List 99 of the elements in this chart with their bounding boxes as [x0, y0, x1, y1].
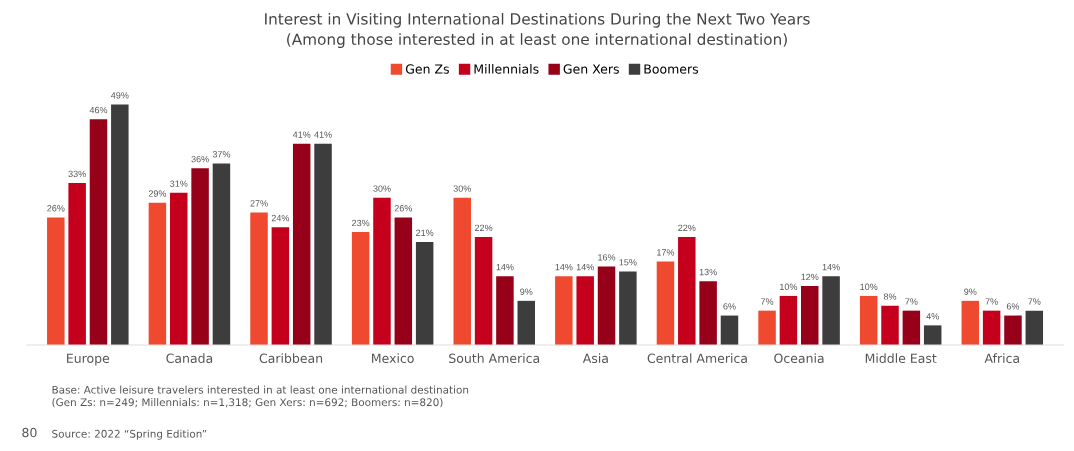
data-label: 6% — [1006, 303, 1020, 310]
bar — [453, 197, 471, 346]
x-tick-label: Oceania — [774, 353, 824, 364]
bar — [496, 276, 514, 346]
data-label: 14% — [822, 263, 840, 271]
bar — [212, 163, 231, 346]
bar — [555, 276, 573, 346]
data-label: 27% — [250, 200, 268, 207]
bar — [250, 212, 268, 346]
bar — [1004, 315, 1022, 346]
legend-label: Millennials — [474, 64, 539, 74]
bar — [111, 104, 129, 346]
data-label: 7% — [1028, 298, 1041, 305]
bar — [779, 295, 798, 346]
data-label: 30% — [373, 185, 391, 192]
bar — [415, 241, 434, 346]
data-label: 41% — [314, 131, 332, 138]
bar — [68, 183, 86, 346]
chart-subtitle: (Among those interested in at least one international destination) — [287, 33, 787, 48]
data-label: 14% — [555, 263, 573, 271]
data-label: 4% — [926, 313, 939, 320]
bar — [859, 295, 878, 346]
bar — [619, 271, 637, 346]
legend-label: Gen Zs — [405, 64, 449, 74]
bar — [47, 217, 65, 346]
bar — [961, 300, 980, 346]
bar — [351, 232, 370, 346]
text: Base: Active leisure travelers interested in at least one international destination (Gen Zs: n=249; Millennials: n=1,318; Gen Xers: n=692; Boomers: n=820) — [52, 385, 469, 408]
data-label: 26% — [47, 205, 65, 212]
bar — [881, 305, 899, 346]
bar — [699, 281, 717, 346]
bar — [191, 168, 209, 346]
data-label: 9% — [964, 288, 977, 295]
bar — [148, 202, 167, 346]
bar — [314, 143, 332, 346]
data-label: 29% — [148, 190, 167, 197]
bar — [1025, 310, 1044, 346]
data-label: 9% — [520, 288, 533, 295]
data-label: 37% — [212, 151, 231, 158]
data-label: 36% — [191, 155, 209, 163]
data-label: 22% — [678, 224, 696, 232]
bar — [982, 310, 1001, 346]
data-label: 14% — [496, 263, 514, 271]
data-label: 26% — [394, 205, 413, 212]
data-label: 16% — [598, 254, 616, 261]
bar — [902, 310, 921, 346]
x-tick-label: Canada — [166, 353, 213, 364]
bar — [474, 237, 493, 346]
legend-label: Gen Xers — [563, 64, 619, 74]
bar — [720, 315, 739, 346]
data-label: 12% — [801, 273, 819, 281]
bar — [801, 286, 819, 346]
data-label: 7% — [985, 298, 998, 305]
x-tick-label: Caribbean — [259, 353, 323, 364]
data-label: 7% — [905, 298, 918, 305]
data-label: 22% — [475, 224, 493, 232]
data-label: 10% — [860, 283, 878, 290]
x-tick-label: Asia — [582, 353, 608, 364]
bar — [923, 325, 942, 346]
bar — [576, 276, 594, 346]
data-label: 15% — [619, 259, 637, 266]
text: 80 — [22, 427, 37, 438]
bar — [656, 261, 675, 346]
data-label: 21% — [416, 229, 434, 236]
source-note: Source: 2022 “Spring Edition” — [52, 429, 207, 440]
bar — [170, 192, 188, 346]
bar — [517, 300, 536, 346]
bar — [678, 237, 696, 346]
data-label: 24% — [271, 214, 290, 222]
legend-label: Boomers — [644, 64, 699, 74]
data-label: 8% — [883, 293, 897, 300]
data-label: 17% — [657, 249, 675, 256]
data-label: 14% — [576, 263, 594, 271]
bar — [822, 276, 840, 346]
data-label: 6% — [723, 303, 736, 310]
bar — [271, 227, 290, 346]
bar — [89, 119, 108, 346]
x-tick-label: Middle East — [865, 353, 937, 364]
x-tick-label: Africa — [984, 353, 1019, 364]
x-tick-label: Central America — [647, 353, 747, 364]
data-label: 31% — [170, 180, 188, 187]
data-label: 13% — [699, 268, 717, 276]
data-label: 30% — [453, 185, 471, 192]
data-label: 23% — [352, 219, 370, 227]
data-label: 7% — [761, 298, 774, 305]
chart-title: Interest in Visiting International Destinations During the Next Two Years — [265, 12, 810, 28]
x-tick-label: Mexico — [372, 353, 414, 364]
data-label: 41% — [292, 131, 311, 138]
bar — [292, 143, 311, 346]
data-label: 49% — [111, 92, 129, 99]
bar — [597, 266, 616, 346]
x-tick-label: Europe — [67, 353, 110, 366]
data-label: 33% — [68, 170, 86, 178]
data-label: 46% — [89, 106, 108, 114]
bar — [373, 197, 391, 346]
x-tick-label: South America — [449, 353, 540, 364]
bar — [394, 217, 413, 346]
data-label: 10% — [780, 283, 798, 290]
bar — [758, 310, 776, 346]
